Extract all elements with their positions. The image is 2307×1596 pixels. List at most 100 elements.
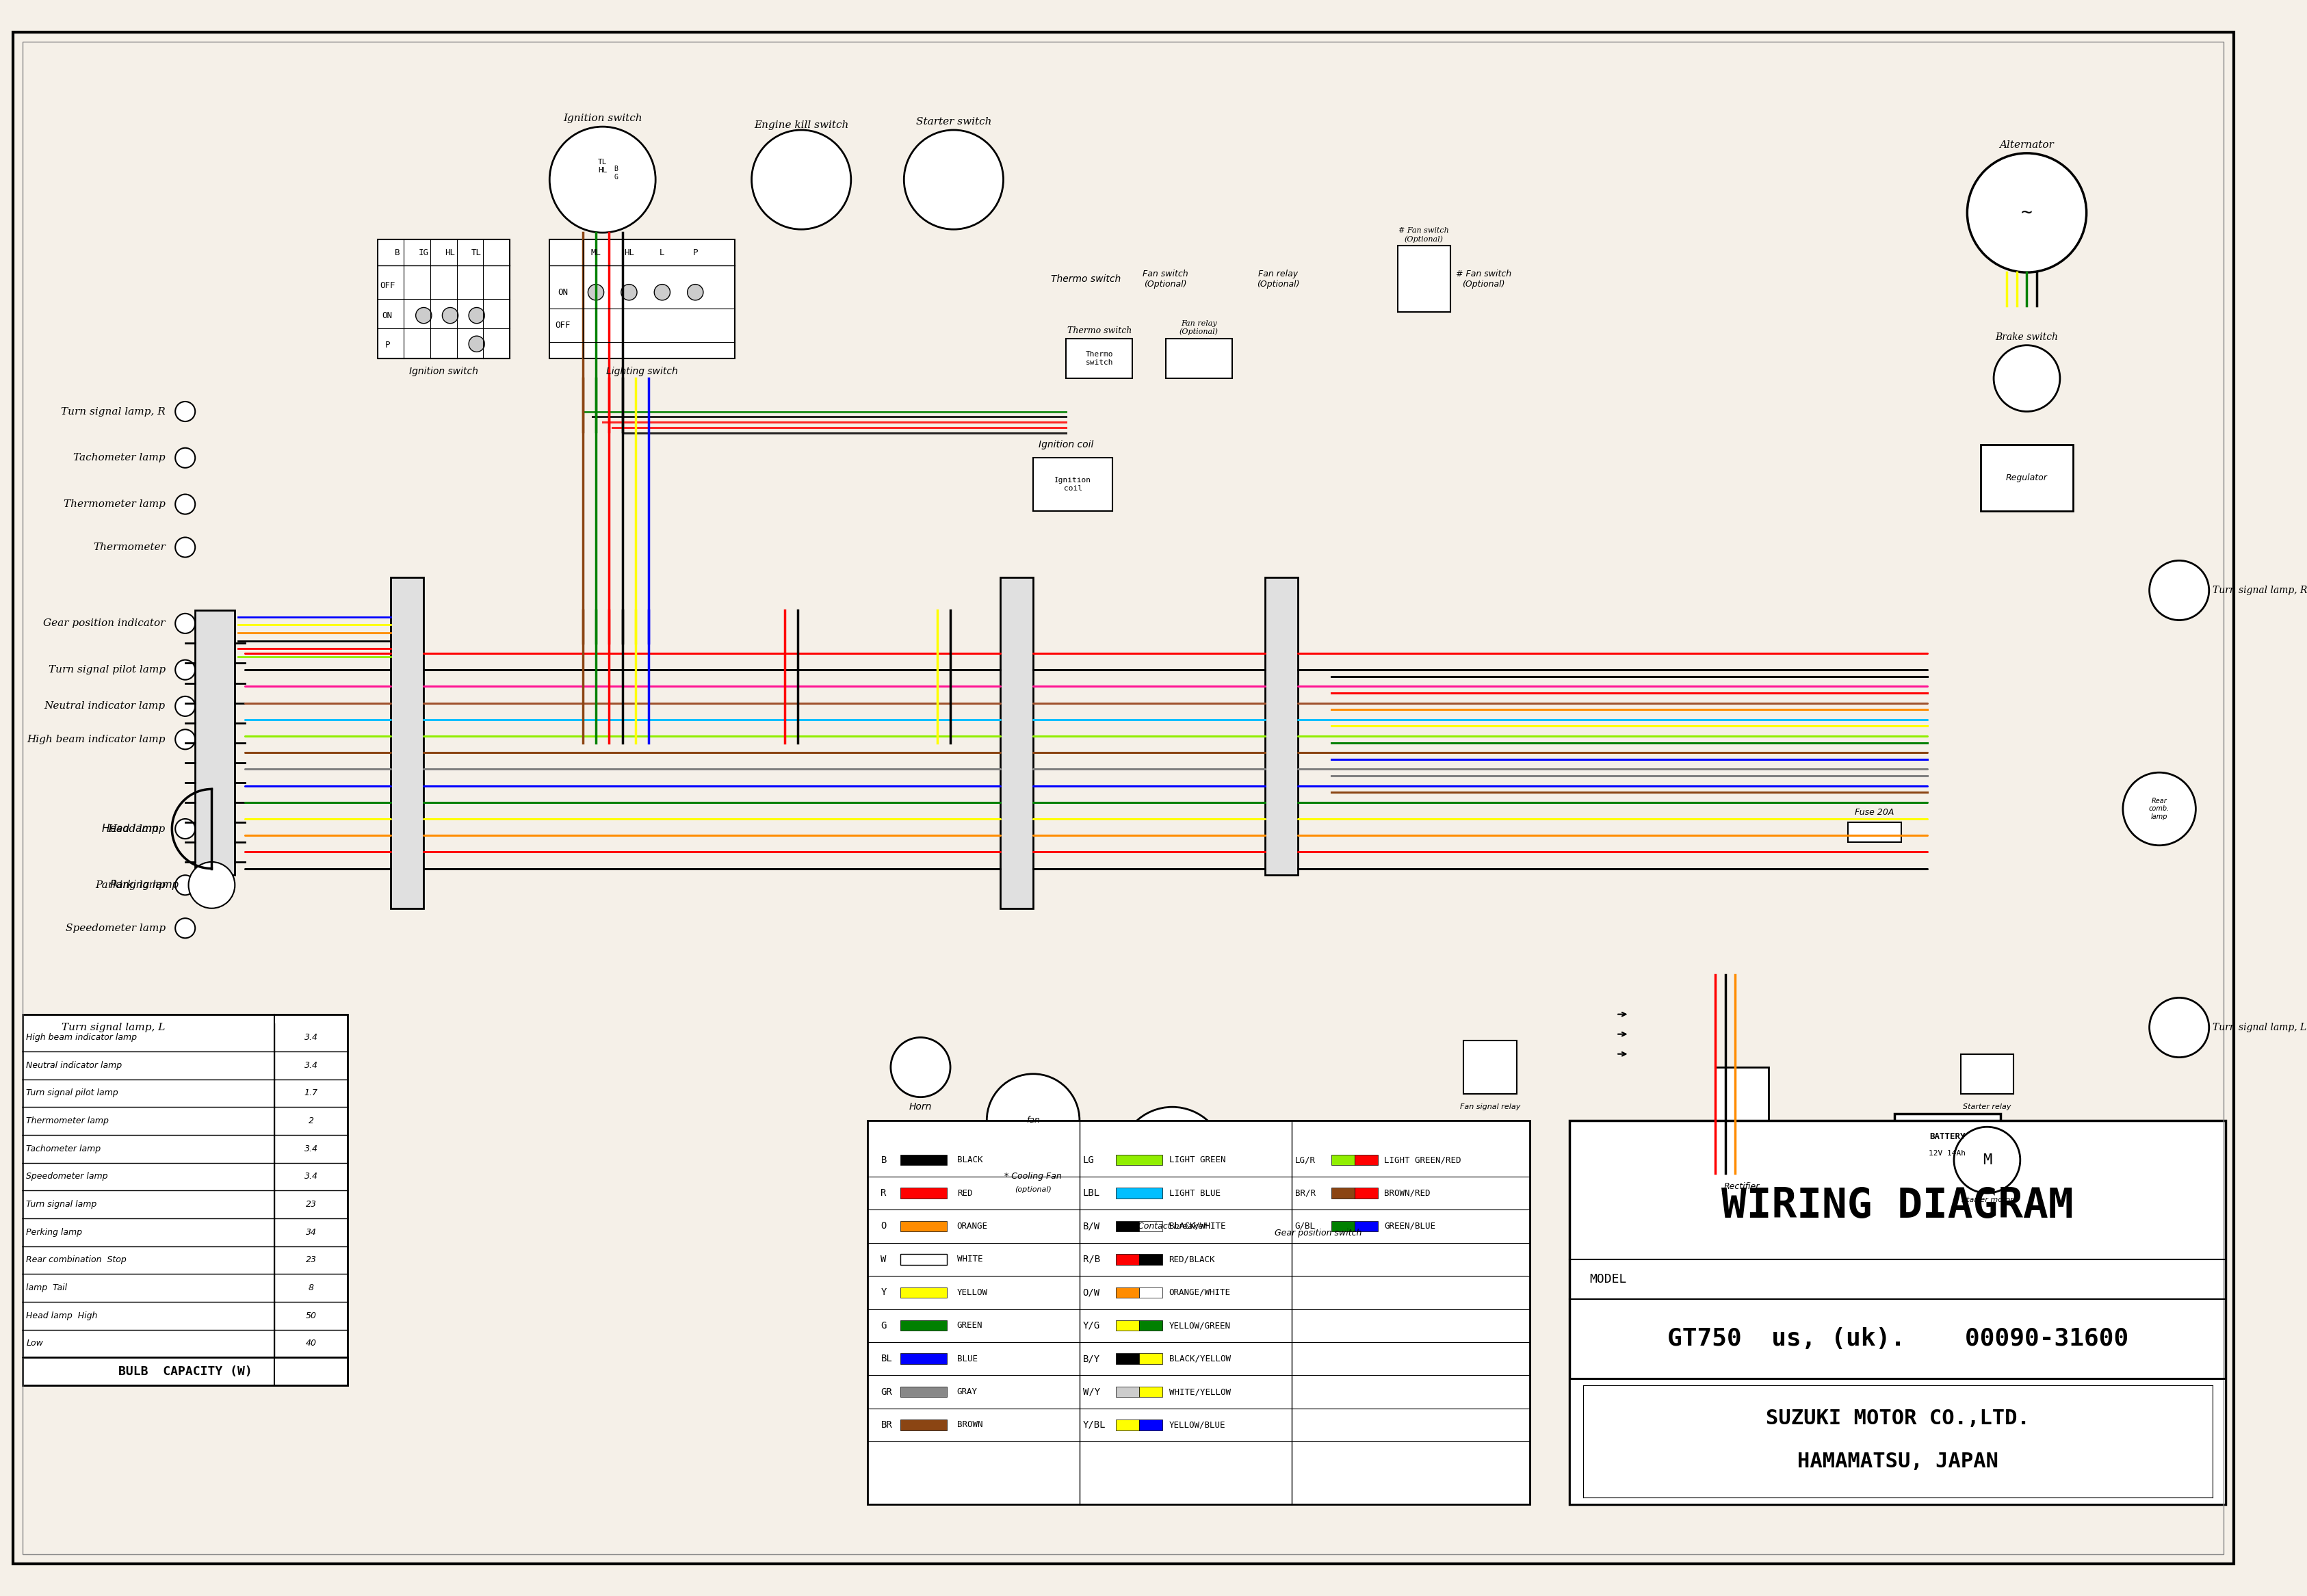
Bar: [1117, 1353, 1140, 1365]
Text: Gear position switch: Gear position switch: [1273, 1229, 1361, 1237]
Text: SUZUKI MOTOR CO.,LTD.: SUZUKI MOTOR CO.,LTD.: [1765, 1408, 2030, 1428]
Bar: [1716, 1068, 1769, 1173]
Text: Regulator: Regulator: [2007, 474, 2049, 482]
Text: Fan switch
(Optional): Fan switch (Optional): [1142, 270, 1188, 289]
Text: LIGHT BLUE: LIGHT BLUE: [1170, 1189, 1220, 1197]
Bar: [1331, 1154, 1354, 1165]
Text: Y: Y: [881, 1288, 886, 1298]
Text: BL: BL: [881, 1353, 893, 1363]
Bar: [1569, 1120, 2226, 1505]
Circle shape: [468, 308, 484, 324]
Text: 1.7: 1.7: [305, 1088, 318, 1098]
Bar: [390, 578, 424, 908]
Text: IG: IG: [418, 247, 429, 257]
Bar: [900, 1154, 948, 1165]
Text: BLACK: BLACK: [957, 1156, 983, 1165]
Text: R: R: [881, 1189, 886, 1199]
Text: 8: 8: [309, 1283, 314, 1293]
Text: Thermo
switch: Thermo switch: [1087, 351, 1114, 365]
Text: Turn signal lamp, L: Turn signal lamp, L: [2212, 1023, 2307, 1033]
Text: O/W: O/W: [1082, 1288, 1100, 1298]
Text: Neutral indicator lamp: Neutral indicator lamp: [25, 1061, 122, 1069]
Text: Ignition
coil: Ignition coil: [1054, 477, 1091, 492]
Text: 23: 23: [305, 1256, 316, 1264]
Circle shape: [752, 129, 851, 230]
Circle shape: [891, 1037, 950, 1096]
Text: Rear
comb.
lamp: Rear comb. lamp: [2148, 798, 2169, 820]
Text: BATTERY: BATTERY: [1929, 1133, 1966, 1141]
Text: O: O: [881, 1221, 886, 1231]
Text: HAMAMATSU, JAPAN: HAMAMATSU, JAPAN: [1797, 1451, 1998, 1472]
Text: Thermometer lamp: Thermometer lamp: [65, 500, 166, 509]
Bar: [1569, 1379, 2226, 1505]
Bar: [1140, 1221, 1163, 1232]
Text: LBL: LBL: [1082, 1189, 1100, 1199]
Bar: [378, 239, 510, 359]
Circle shape: [175, 402, 196, 421]
Text: Rectifier: Rectifier: [1723, 1183, 1760, 1191]
Bar: [1331, 1187, 1354, 1199]
Circle shape: [655, 284, 669, 300]
Text: L: L: [660, 247, 664, 257]
Bar: [1961, 1053, 2014, 1093]
Text: Starter switch: Starter switch: [916, 117, 992, 126]
Text: YELLOW: YELLOW: [957, 1288, 987, 1298]
Text: Fan relay
(Optional): Fan relay (Optional): [1179, 321, 1218, 335]
Bar: [1140, 1387, 1163, 1396]
Bar: [999, 578, 1034, 908]
Text: RED/BLACK: RED/BLACK: [1170, 1254, 1216, 1264]
Circle shape: [687, 284, 704, 300]
Bar: [1264, 578, 1299, 875]
Bar: [1034, 458, 1112, 511]
Text: GR: GR: [881, 1387, 893, 1396]
Bar: [1140, 1353, 1163, 1365]
Text: LG: LG: [1082, 1156, 1094, 1165]
Circle shape: [2150, 560, 2210, 621]
Text: Head lamp: Head lamp: [108, 824, 166, 833]
Circle shape: [987, 1074, 1080, 1167]
Text: Y/BL: Y/BL: [1082, 1420, 1105, 1430]
Text: Contact breaker: Contact breaker: [1137, 1223, 1207, 1231]
Bar: [1140, 1288, 1163, 1298]
Text: WIRING DIAGRAM: WIRING DIAGRAM: [1721, 1186, 2074, 1227]
Text: P: P: [385, 342, 390, 350]
Text: Turn signal lamp, R: Turn signal lamp, R: [60, 407, 166, 417]
Text: Low: Low: [25, 1339, 44, 1349]
Text: Ignition switch: Ignition switch: [563, 113, 641, 123]
Text: R/B: R/B: [1082, 1254, 1100, 1264]
Bar: [1117, 1187, 1163, 1199]
Text: Parking lamp: Parking lamp: [95, 881, 166, 891]
Text: Tachometer lamp: Tachometer lamp: [74, 453, 166, 463]
Bar: [1463, 1041, 1516, 1093]
Bar: [900, 1320, 948, 1331]
Circle shape: [175, 729, 196, 749]
Text: B/Y: B/Y: [1082, 1353, 1100, 1363]
Circle shape: [621, 284, 637, 300]
Bar: [900, 1187, 948, 1199]
Bar: [1117, 1288, 1140, 1298]
Text: 3.4: 3.4: [305, 1061, 318, 1069]
Text: GRAY: GRAY: [957, 1387, 978, 1396]
Text: Engine kill switch: Engine kill switch: [754, 120, 849, 129]
Text: Thermometer: Thermometer: [92, 543, 166, 552]
Circle shape: [175, 613, 196, 634]
Text: Starter motor: Starter motor: [1961, 1197, 2014, 1203]
Circle shape: [175, 819, 196, 839]
Bar: [900, 1420, 948, 1430]
Text: Fan signal relay: Fan signal relay: [1460, 1103, 1520, 1111]
Text: BLACK/WHITE: BLACK/WHITE: [1170, 1223, 1225, 1231]
Bar: [1117, 1320, 1140, 1331]
Circle shape: [175, 495, 196, 514]
Text: OFF: OFF: [381, 281, 394, 290]
Bar: [1165, 338, 1232, 378]
Text: W/Y: W/Y: [1082, 1387, 1100, 1396]
Text: Ignition coil: Ignition coil: [1038, 440, 1094, 450]
Bar: [1117, 1154, 1163, 1165]
Circle shape: [468, 337, 484, 351]
Text: Tachometer lamp: Tachometer lamp: [25, 1144, 102, 1154]
Bar: [1117, 1420, 1140, 1430]
Text: 3.4: 3.4: [305, 1033, 318, 1042]
Text: Speedometer lamp: Speedometer lamp: [65, 924, 166, 934]
Bar: [1117, 1221, 1140, 1232]
Text: BR/R: BR/R: [1294, 1189, 1315, 1197]
